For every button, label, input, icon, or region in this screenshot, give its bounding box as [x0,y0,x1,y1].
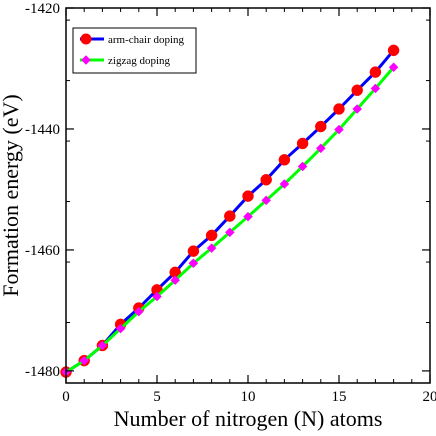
x-tick-label: 20 [423,389,436,405]
series-1-point [206,243,217,253]
series-1-point [133,306,144,317]
legend-box [72,27,197,74]
series-1-point [370,83,381,94]
series-0-point [333,103,345,115]
series-0-point [205,229,218,242]
y-axis-title: Formation energy (eV) [0,94,23,296]
series-1-point [115,323,126,334]
y-tick-label: -1480 [25,364,60,380]
series-1-point [97,340,108,351]
series-0-point [369,66,382,78]
series-1-point [352,104,363,114]
series-0-point [351,84,363,97]
legend-marker-0 [80,33,92,45]
series-1-point [152,291,162,302]
series-0-point [224,210,236,222]
series-1-point [170,275,181,286]
y-tick-label: -1440 [25,122,60,138]
series-0-point [187,245,200,257]
x-axis-title: Number of nitrogen (N) atoms [114,406,383,431]
legend-label-0: arm-chair doping [108,34,185,46]
series-0-point [260,174,272,186]
legend-marker-1 [81,55,91,65]
series-1-point [188,258,199,269]
series-group [60,44,400,378]
series-0-point [387,44,400,57]
series-1-point [224,227,235,238]
series-1-point [388,62,399,73]
axes-group: 0 5 10 15 20 -1480 -1460 -1440 -1420 [25,1,436,405]
y-tick-label: -1420 [25,1,60,17]
series-0-point [296,137,309,150]
series-1-point [79,355,90,366]
series-1-point [279,179,290,189]
series-0-point [315,120,327,133]
legend: arm-chair doping zigzag doping [72,27,197,74]
legend-label-1: zigzag doping [108,55,171,67]
series-0-point [242,190,254,202]
series-1-point [243,211,253,222]
series-1-point [261,195,272,206]
x-tick-label: 0 [62,389,70,405]
x-tick-label: 15 [332,389,347,405]
series-1-point [334,124,344,135]
series-1-point [297,161,308,172]
series-0-point [278,154,291,166]
y-tick-label: -1460 [25,243,60,259]
x-tick-label: 5 [153,389,161,405]
series-1-point [315,143,326,154]
x-tick-label: 10 [241,389,256,405]
